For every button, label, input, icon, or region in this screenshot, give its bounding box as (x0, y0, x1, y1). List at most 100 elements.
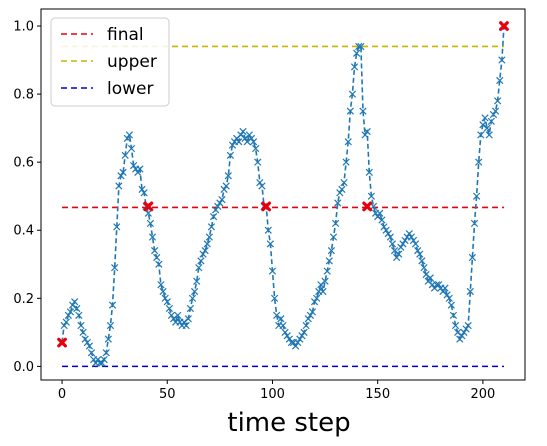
legend: final upper lower (50, 17, 170, 107)
data-point (167, 311, 176, 319)
data-point (226, 151, 235, 159)
data-point (361, 131, 369, 139)
data-point (445, 294, 453, 302)
data-point (397, 243, 405, 251)
data-point (266, 240, 274, 248)
data-point (487, 117, 495, 125)
data-point (157, 281, 165, 289)
data-point (270, 294, 279, 302)
data-point (87, 349, 96, 357)
legend-box (50, 17, 170, 107)
highlight-point (143, 201, 154, 212)
data-point (464, 321, 472, 330)
data-point (418, 257, 426, 265)
data-point (119, 168, 127, 177)
data-point (235, 138, 243, 146)
data-point (357, 42, 365, 51)
data-point (426, 274, 434, 282)
data-point (102, 349, 110, 357)
data-point (98, 359, 106, 367)
data-point (409, 236, 418, 245)
data-point (228, 141, 237, 149)
data-point (481, 114, 489, 122)
data-point (79, 328, 87, 336)
data-point (411, 240, 420, 248)
data-point (165, 304, 173, 313)
highlight-point (261, 201, 272, 212)
data-point (249, 138, 258, 146)
data-point (451, 321, 460, 330)
data-point (216, 199, 224, 207)
data-point (388, 240, 397, 248)
data-point (134, 168, 142, 177)
data-point (85, 342, 94, 350)
data-point (350, 63, 359, 71)
data-point (298, 332, 306, 340)
data-point (472, 192, 481, 200)
data-point (355, 42, 363, 51)
data-point (245, 131, 253, 139)
highlight-point (499, 21, 509, 31)
data-point (73, 304, 81, 313)
data-point (186, 304, 195, 313)
data-point (174, 311, 182, 319)
data-point (283, 332, 291, 340)
data-point (456, 335, 464, 343)
data-point (214, 202, 222, 211)
data-point (60, 321, 68, 330)
data-point (294, 338, 302, 347)
data-point (405, 230, 413, 238)
data-point (329, 233, 338, 241)
data-point (367, 192, 376, 200)
data-point (416, 250, 424, 258)
data-point (218, 195, 226, 204)
data-point (212, 206, 220, 214)
y-tick-label: 0.4 (13, 224, 34, 239)
data-point (420, 264, 428, 272)
data-point (483, 124, 491, 132)
data-point (393, 253, 401, 262)
data-point (140, 189, 148, 197)
data-point (386, 233, 394, 241)
data-point (182, 321, 190, 330)
x-tick-label: 0 (58, 387, 66, 402)
data-point (338, 185, 346, 194)
data-point (302, 321, 310, 330)
data-point (348, 90, 357, 98)
data-point (148, 233, 157, 241)
data-point (111, 264, 119, 272)
data-point (125, 131, 134, 139)
y-tick-label: 1.0 (13, 20, 34, 35)
x-tick-label: 200 (470, 387, 495, 402)
data-point (401, 236, 409, 245)
data-point (489, 110, 498, 119)
data-point (264, 226, 272, 234)
data-point (460, 328, 468, 336)
data-point (81, 335, 89, 343)
data-point (300, 328, 308, 336)
data-point (153, 253, 161, 262)
data-point (258, 182, 266, 190)
data-point (292, 342, 300, 350)
data-point (319, 287, 327, 296)
data-point (254, 158, 262, 166)
data-point (62, 318, 70, 326)
data-point (104, 335, 112, 343)
data-point (323, 267, 331, 275)
y-tick-label: 0.2 (13, 292, 34, 307)
data-point (205, 233, 213, 241)
data-point (75, 311, 83, 319)
data-point (414, 247, 422, 255)
data-point (163, 298, 171, 306)
data-point (161, 294, 169, 302)
data-point (363, 127, 371, 136)
data-point (247, 134, 256, 142)
data-point (224, 172, 232, 180)
data-point (144, 209, 152, 217)
data-point (342, 158, 350, 166)
data-point (129, 161, 138, 170)
data-point (190, 287, 199, 296)
data-point (334, 199, 342, 207)
data-point (477, 131, 485, 139)
data-point (494, 97, 502, 105)
